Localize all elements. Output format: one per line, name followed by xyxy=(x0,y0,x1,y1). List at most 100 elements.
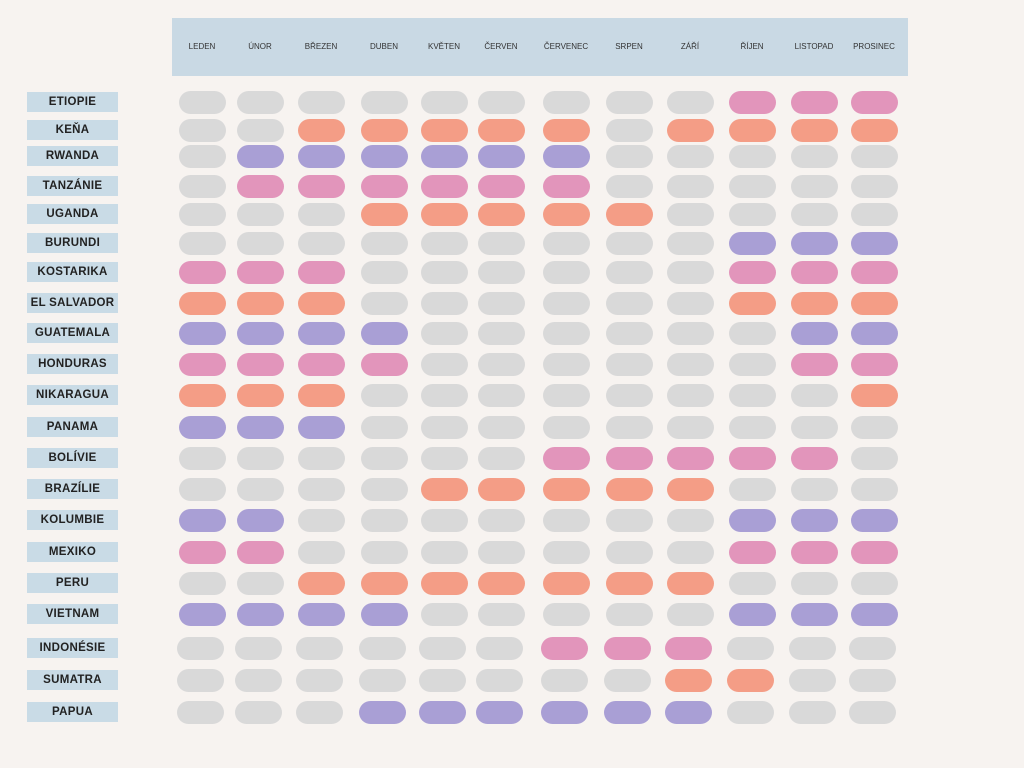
month-cell-off xyxy=(361,541,408,564)
month-cell-harvest xyxy=(237,175,284,198)
month-cell-harvest xyxy=(791,292,838,315)
month-cell-harvest xyxy=(421,203,468,226)
country-label: GUATEMALA xyxy=(27,323,118,343)
month-cell-harvest xyxy=(606,447,653,470)
month-cell-off xyxy=(478,292,525,315)
month-cell-harvest xyxy=(298,175,345,198)
month-header-4: KVĚTEN xyxy=(427,42,460,51)
month-cell-off xyxy=(729,572,776,595)
month-cell-harvest xyxy=(851,119,898,142)
month-cell-off xyxy=(179,145,226,168)
month-cell-off xyxy=(667,261,714,284)
month-cell-off xyxy=(237,91,284,114)
month-cell-off xyxy=(543,292,590,315)
country-label: NIKARAGUA xyxy=(27,385,118,405)
month-cell-harvest xyxy=(478,203,525,226)
month-header-6: ČERVENEC xyxy=(543,42,589,51)
month-cell-harvest xyxy=(667,572,714,595)
month-cell-off xyxy=(298,478,345,501)
month-cell-off xyxy=(359,669,406,692)
month-cell-harvest xyxy=(237,145,284,168)
month-cell-harvest xyxy=(543,572,590,595)
month-cell-off xyxy=(543,541,590,564)
country-label: KOLUMBIE xyxy=(27,510,118,530)
month-cell-harvest xyxy=(359,701,406,724)
month-cell-harvest xyxy=(361,353,408,376)
month-cell-harvest xyxy=(543,447,590,470)
month-cell-harvest xyxy=(791,261,838,284)
month-cell-harvest xyxy=(851,91,898,114)
month-cell-off xyxy=(237,119,284,142)
month-cell-off xyxy=(361,416,408,439)
month-cell-off xyxy=(606,175,653,198)
month-cell-harvest xyxy=(791,447,838,470)
month-cell-off xyxy=(791,175,838,198)
month-cell-harvest xyxy=(298,603,345,626)
country-label: EL SALVADOR xyxy=(27,293,118,313)
month-cell-harvest xyxy=(729,232,776,255)
month-cell-off xyxy=(791,478,838,501)
month-cell-off xyxy=(179,203,226,226)
month-cell-off xyxy=(667,541,714,564)
month-cell-off xyxy=(729,353,776,376)
month-cell-off xyxy=(543,353,590,376)
month-cell-off xyxy=(421,603,468,626)
month-cell-off xyxy=(543,261,590,284)
month-cell-off xyxy=(541,669,588,692)
country-label: UGANDA xyxy=(27,204,118,224)
month-header-8: ZÁŘÍ xyxy=(680,42,700,51)
month-cell-harvest xyxy=(791,119,838,142)
month-cell-off xyxy=(298,447,345,470)
month-cell-off xyxy=(235,701,282,724)
month-cell-off xyxy=(729,175,776,198)
month-cell-harvest xyxy=(421,478,468,501)
month-header: LEDEN ÚNOR BŘEZEN DUBEN KVĚTEN ČERVEN ČERVENEC… xyxy=(172,18,908,76)
month-cell-off xyxy=(179,175,226,198)
month-cell-harvest xyxy=(727,669,774,692)
month-cell-off xyxy=(791,145,838,168)
month-cell-off xyxy=(235,637,282,660)
month-cell-off xyxy=(851,175,898,198)
month-cell-off xyxy=(421,384,468,407)
month-cell-off xyxy=(179,478,226,501)
month-cell-off xyxy=(727,637,774,660)
month-cell-off xyxy=(849,637,896,660)
month-cell-off xyxy=(667,145,714,168)
month-header-3: DUBEN xyxy=(369,42,398,51)
month-cell-off xyxy=(851,203,898,226)
month-cell-off xyxy=(851,447,898,470)
month-cell-off xyxy=(606,292,653,315)
month-cell-off xyxy=(296,637,343,660)
month-cell-off xyxy=(667,91,714,114)
month-cell-off xyxy=(667,292,714,315)
month-cell-off xyxy=(478,322,525,345)
month-cell-harvest xyxy=(237,322,284,345)
month-cell-harvest xyxy=(179,322,226,345)
month-cell-off xyxy=(606,261,653,284)
month-cell-harvest xyxy=(729,447,776,470)
month-cell-off xyxy=(476,637,523,660)
month-cell-off xyxy=(296,669,343,692)
month-cell-harvest xyxy=(851,603,898,626)
month-header-11: PROSINEC xyxy=(853,42,895,51)
month-cell-harvest xyxy=(851,232,898,255)
month-header-0: LEDEN xyxy=(188,42,216,51)
month-cell-harvest xyxy=(791,353,838,376)
month-cell-off xyxy=(298,509,345,532)
month-cell-off xyxy=(849,701,896,724)
month-cell-off xyxy=(606,353,653,376)
month-cell-off xyxy=(237,572,284,595)
month-cell-harvest xyxy=(543,478,590,501)
month-cell-off xyxy=(361,261,408,284)
month-cell-off xyxy=(421,322,468,345)
month-cell-harvest xyxy=(179,384,226,407)
month-cell-off xyxy=(298,91,345,114)
month-cell-off xyxy=(177,637,224,660)
month-header-1: ÚNOR xyxy=(248,42,272,51)
month-cell-harvest xyxy=(541,701,588,724)
country-label: RWANDA xyxy=(27,146,118,166)
month-cell-off xyxy=(791,416,838,439)
month-cell-off xyxy=(421,541,468,564)
month-cell-off xyxy=(604,669,651,692)
month-cell-off xyxy=(361,478,408,501)
